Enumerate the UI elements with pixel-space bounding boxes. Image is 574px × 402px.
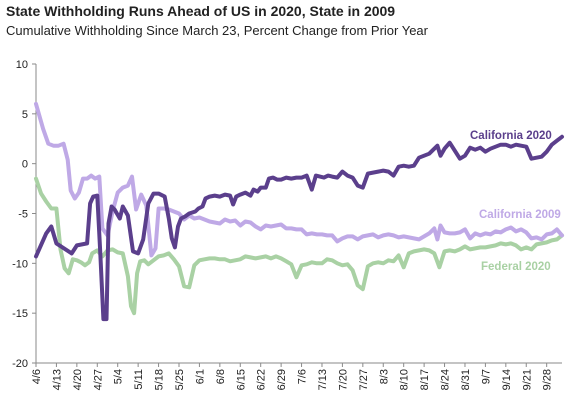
x-tick-label: 7/27 bbox=[358, 369, 370, 390]
x-tick-label: 6/8 bbox=[215, 369, 227, 384]
series-label: California 2009 bbox=[479, 209, 561, 221]
x-tick-label: 6/22 bbox=[256, 369, 268, 390]
x-tick-label: 9/7 bbox=[480, 369, 492, 384]
x-tick-label: 8/24 bbox=[440, 369, 452, 390]
x-tick-label: 4/13 bbox=[51, 369, 63, 390]
x-tick-label: 5/18 bbox=[154, 369, 166, 390]
x-tick-label: 5/4 bbox=[113, 369, 125, 384]
y-tick-label: 0 bbox=[22, 159, 28, 171]
x-tick-label: 4/20 bbox=[72, 369, 84, 390]
x-tick-label: 4/6 bbox=[31, 369, 43, 384]
x-tick-label: 5/25 bbox=[174, 369, 186, 390]
y-tick-label: -15 bbox=[12, 308, 28, 320]
series-line-california-2009 bbox=[34, 101, 564, 258]
chart-subtitle: Cumulative Withholding Since March 23, P… bbox=[6, 23, 428, 38]
x-tick-label: 9/28 bbox=[542, 369, 554, 390]
x-tick-label: 8/31 bbox=[460, 369, 472, 390]
y-tick-label: 10 bbox=[16, 59, 28, 71]
y-tick-label: -10 bbox=[12, 258, 28, 270]
x-tick-label: 8/10 bbox=[399, 369, 411, 390]
x-tick-label: 8/17 bbox=[419, 369, 431, 390]
y-tick-label: -5 bbox=[18, 209, 28, 221]
series-label: California 2020 bbox=[470, 130, 552, 142]
x-tick-label: 6/15 bbox=[235, 369, 247, 390]
x-tick-label: 4/27 bbox=[92, 369, 104, 390]
x-tick-label: 7/20 bbox=[337, 369, 349, 390]
x-tick-label: 6/29 bbox=[276, 369, 288, 390]
series-label: Federal 2020 bbox=[481, 261, 551, 273]
x-tick-label: 7/13 bbox=[317, 369, 329, 390]
x-tick-label: 5/11 bbox=[133, 369, 145, 390]
series-line-california-2020 bbox=[34, 134, 564, 322]
x-tick-label: 9/21 bbox=[521, 369, 533, 390]
x-tick-label: 8/3 bbox=[378, 369, 390, 384]
y-tick-label: 5 bbox=[22, 109, 28, 121]
x-tick-label: 7/6 bbox=[297, 369, 309, 384]
series-line-federal-2020 bbox=[34, 176, 564, 316]
y-tick-label: -20 bbox=[12, 358, 28, 370]
x-tick-label: 6/1 bbox=[194, 369, 206, 384]
chart-title: State Withholding Runs Ahead of US in 20… bbox=[6, 3, 396, 19]
x-tick-label: 9/14 bbox=[501, 369, 513, 390]
